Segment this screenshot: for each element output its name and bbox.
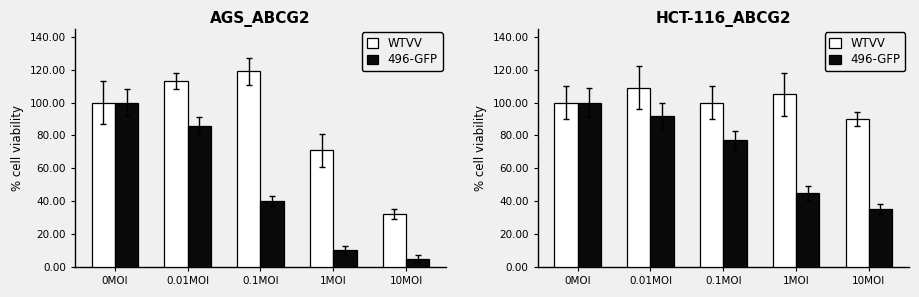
- Bar: [405, 259, 429, 267]
- Bar: [310, 150, 333, 267]
- Bar: [165, 81, 187, 267]
- Bar: [772, 94, 795, 267]
- Bar: [795, 193, 819, 267]
- Bar: [554, 102, 577, 267]
- Y-axis label: % cell viability: % cell viability: [11, 105, 24, 191]
- Title: AGS_ABCG2: AGS_ABCG2: [210, 11, 311, 27]
- Bar: [627, 88, 650, 267]
- Legend: WTVV, 496-GFP: WTVV, 496-GFP: [823, 32, 904, 71]
- Y-axis label: % cell viability: % cell viability: [473, 105, 486, 191]
- Bar: [333, 250, 357, 267]
- Bar: [187, 126, 210, 267]
- Bar: [699, 102, 722, 267]
- Bar: [260, 201, 283, 267]
- Bar: [237, 71, 260, 267]
- Bar: [650, 116, 673, 267]
- Bar: [92, 102, 115, 267]
- Bar: [382, 214, 405, 267]
- Bar: [577, 102, 600, 267]
- Bar: [845, 119, 868, 267]
- Bar: [868, 209, 891, 267]
- Legend: WTVV, 496-GFP: WTVV, 496-GFP: [361, 32, 442, 71]
- Bar: [722, 140, 745, 267]
- Title: HCT-116_ABCG2: HCT-116_ABCG2: [654, 11, 790, 27]
- Bar: [115, 102, 138, 267]
